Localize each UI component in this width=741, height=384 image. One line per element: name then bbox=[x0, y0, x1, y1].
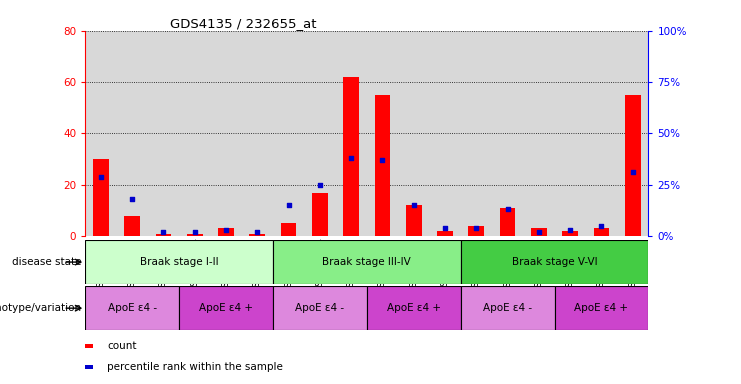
Text: ApoE ε4 -: ApoE ε4 - bbox=[296, 303, 345, 313]
Point bbox=[189, 229, 201, 235]
Bar bbox=[273, 286, 367, 330]
Bar bbox=[187, 233, 202, 236]
Point bbox=[282, 202, 294, 209]
Text: Braak stage V-VI: Braak stage V-VI bbox=[512, 257, 597, 267]
Bar bbox=[273, 31, 305, 236]
Bar bbox=[85, 31, 116, 236]
Bar bbox=[523, 31, 554, 236]
Bar bbox=[554, 31, 586, 236]
Bar bbox=[242, 31, 273, 236]
Point bbox=[376, 157, 388, 163]
Text: ApoE ε4 +: ApoE ε4 + bbox=[199, 303, 253, 313]
Text: Braak stage I-II: Braak stage I-II bbox=[140, 257, 219, 267]
Bar bbox=[398, 31, 429, 236]
Bar bbox=[367, 31, 398, 236]
Point bbox=[471, 225, 482, 231]
Bar bbox=[179, 286, 273, 330]
Bar bbox=[343, 77, 359, 236]
Point bbox=[596, 223, 608, 229]
Text: genotype/variation: genotype/variation bbox=[0, 303, 82, 313]
Text: ApoE ε4 -: ApoE ε4 - bbox=[483, 303, 532, 313]
Bar bbox=[124, 216, 140, 236]
Point bbox=[345, 155, 357, 161]
Point bbox=[502, 206, 514, 212]
Text: disease state: disease state bbox=[12, 257, 82, 267]
Bar bbox=[367, 286, 461, 330]
Bar bbox=[156, 233, 171, 236]
Point bbox=[95, 174, 107, 180]
Bar bbox=[594, 228, 609, 236]
Bar bbox=[218, 228, 234, 236]
Bar bbox=[461, 240, 648, 284]
Bar bbox=[250, 233, 265, 236]
Point bbox=[439, 225, 451, 231]
Bar bbox=[562, 231, 578, 236]
Point bbox=[158, 229, 170, 235]
Bar bbox=[336, 31, 367, 236]
Bar bbox=[281, 223, 296, 236]
Point bbox=[408, 202, 419, 209]
Bar bbox=[461, 31, 492, 236]
Bar bbox=[554, 286, 648, 330]
Point bbox=[126, 196, 138, 202]
Text: ApoE ε4 +: ApoE ε4 + bbox=[574, 303, 628, 313]
Text: Braak stage III-IV: Braak stage III-IV bbox=[322, 257, 411, 267]
Bar bbox=[461, 286, 554, 330]
Bar bbox=[429, 31, 461, 236]
Text: count: count bbox=[107, 341, 137, 351]
Bar bbox=[116, 31, 147, 236]
Text: percentile rank within the sample: percentile rank within the sample bbox=[107, 362, 283, 372]
Bar bbox=[625, 95, 640, 236]
Bar bbox=[468, 226, 484, 236]
Bar bbox=[305, 31, 336, 236]
Bar bbox=[375, 95, 391, 236]
Bar bbox=[586, 31, 617, 236]
Bar bbox=[437, 231, 453, 236]
Text: ApoE ε4 -: ApoE ε4 - bbox=[107, 303, 156, 313]
Bar bbox=[179, 31, 210, 236]
Bar bbox=[499, 208, 516, 236]
Bar bbox=[492, 31, 523, 236]
Bar bbox=[531, 228, 547, 236]
Point bbox=[627, 169, 639, 175]
Point bbox=[251, 229, 263, 235]
Text: ApoE ε4 +: ApoE ε4 + bbox=[387, 303, 441, 313]
Bar bbox=[210, 31, 242, 236]
Point bbox=[533, 229, 545, 235]
Text: GDS4135 / 232655_at: GDS4135 / 232655_at bbox=[170, 17, 316, 30]
Bar bbox=[617, 31, 648, 236]
Point bbox=[314, 182, 326, 188]
Bar bbox=[93, 159, 109, 236]
Bar bbox=[147, 31, 179, 236]
Bar bbox=[406, 205, 422, 236]
Bar bbox=[85, 240, 273, 284]
Point bbox=[564, 227, 576, 233]
Bar bbox=[273, 240, 461, 284]
Bar bbox=[85, 286, 179, 330]
Point bbox=[220, 227, 232, 233]
Bar bbox=[312, 192, 328, 236]
